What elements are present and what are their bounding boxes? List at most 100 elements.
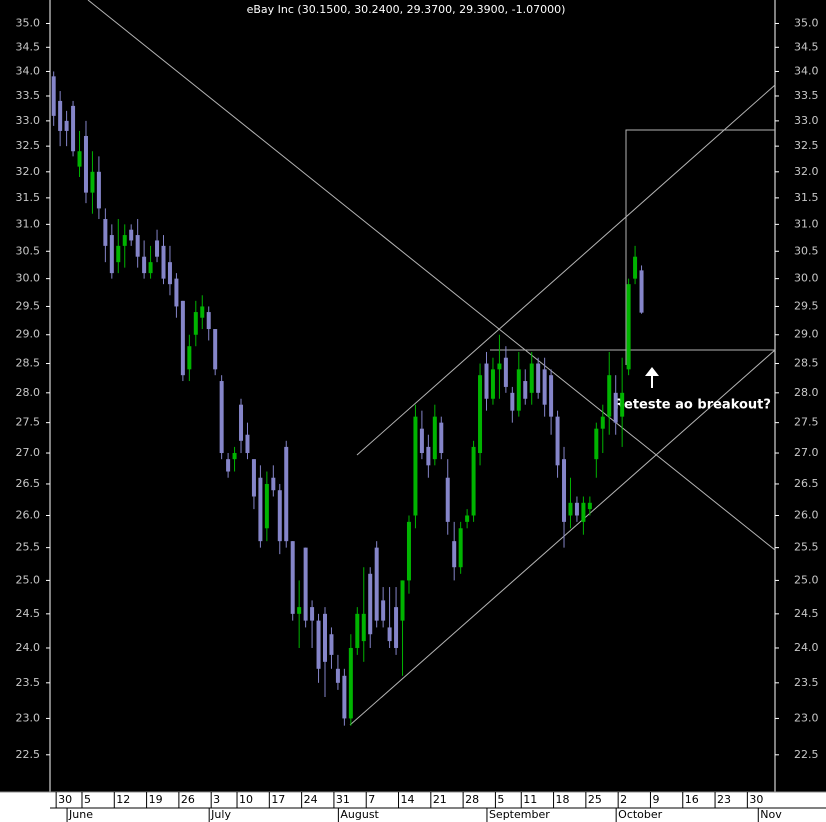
candle-body (187, 346, 192, 370)
x-tick-label: 7 (368, 793, 375, 806)
x-tick-label: 23 (717, 793, 731, 806)
candle-body (161, 245, 166, 279)
candle-body (271, 477, 276, 491)
month-label: August (340, 808, 379, 821)
y-tick-label: 24.0 (794, 641, 819, 654)
candle-body (413, 416, 418, 516)
candle-body (71, 105, 76, 152)
y-tick-label: 31.5 (794, 191, 819, 204)
y-tick-label: 34.0 (16, 64, 41, 77)
month-label: June (68, 808, 93, 821)
candle-body (135, 235, 140, 257)
candle-body (381, 600, 386, 621)
month-label: Nov (760, 808, 782, 821)
y-tick-label: 30.0 (16, 272, 41, 285)
candle-body (193, 312, 198, 335)
y-tick-label: 28.0 (794, 386, 819, 399)
candle-body (342, 675, 347, 719)
candle-body (581, 502, 586, 522)
y-tick-label: 34.5 (794, 40, 819, 53)
y-tick-label: 28.5 (794, 357, 819, 370)
candle-body (497, 363, 502, 370)
candle-body (594, 428, 599, 460)
y-tick-label: 32.0 (16, 165, 41, 178)
candle-body (303, 547, 308, 621)
candle-body (600, 416, 605, 429)
y-tick-label: 28.5 (16, 357, 41, 370)
x-tick-label: 26 (181, 793, 195, 806)
y-tick-label: 32.0 (794, 165, 819, 178)
x-axis-band (0, 792, 826, 822)
y-tick-label: 26.5 (16, 477, 41, 490)
candle-body (116, 245, 121, 263)
candle-body (239, 404, 244, 441)
candle-body (258, 477, 263, 542)
candle-body (348, 647, 353, 719)
y-tick-label: 30.5 (16, 244, 41, 257)
candle-body (374, 547, 379, 621)
y-tick-label: 27.0 (794, 446, 819, 459)
candle-body (174, 278, 179, 307)
x-tick-label: 30 (749, 793, 763, 806)
x-tick-label: 28 (465, 793, 479, 806)
y-tick-label: 27.5 (794, 416, 819, 429)
candle-body (148, 262, 153, 274)
month-label: September (489, 808, 550, 821)
x-tick-label: 12 (116, 793, 130, 806)
target-line (625, 129, 775, 365)
candle-body (536, 363, 541, 393)
y-tick-label: 31.0 (16, 217, 41, 230)
candle-body (406, 521, 411, 581)
candle-body (155, 240, 160, 257)
candle-body (568, 502, 573, 516)
candle-body (51, 76, 56, 116)
candle-body (213, 329, 218, 370)
candle-body (290, 541, 295, 614)
trend-lines (87, 0, 776, 726)
candle-body (232, 453, 237, 460)
chart-title: eBay Inc (30.1500, 30.2400, 29.3700, 29.… (247, 3, 566, 16)
y-tick-label: 32.5 (794, 139, 819, 152)
candle-body (458, 528, 463, 568)
candle-body (264, 483, 269, 529)
candle-body (529, 363, 534, 393)
y-tick-label: 28.0 (16, 386, 41, 399)
y-tick-label: 32.5 (16, 139, 41, 152)
candle-body (180, 300, 185, 376)
candle-body (368, 573, 373, 635)
y-tick-label: 25.5 (16, 541, 41, 554)
x-tick-label: 9 (652, 793, 659, 806)
candle-body (245, 434, 250, 454)
candle-body (361, 613, 366, 642)
candle-body (490, 369, 495, 399)
x-tick-label: 3 (213, 793, 220, 806)
x-tick-label: 25 (588, 793, 602, 806)
y-tick-label: 22.5 (794, 748, 819, 761)
candle-body (523, 381, 528, 399)
y-tick-label: 33.0 (16, 114, 41, 127)
y-tick-label: 30.0 (794, 272, 819, 285)
candle-body (297, 607, 302, 614)
candle-body (445, 477, 450, 522)
candle-body (478, 375, 483, 454)
candle-body (510, 392, 515, 411)
y-tick-label: 24.5 (794, 607, 819, 620)
y-tick-label: 33.5 (794, 89, 819, 102)
candle-body (206, 312, 211, 330)
annotation: Reteste ao breakout? (614, 398, 771, 413)
x-tick-label: 18 (556, 793, 570, 806)
candle-body (419, 428, 424, 454)
candle-body (394, 607, 399, 648)
candle-body (439, 422, 444, 454)
candle-body (613, 392, 618, 423)
x-tick-label: 5 (497, 793, 504, 806)
plot: 22.5 22.5 23.0 23.0 23.5 23.5 24.0 24.0 24.5 24.5… (16, 16, 819, 822)
y-tick-label: 34.0 (794, 64, 819, 77)
month-label: October (618, 808, 662, 821)
y-tick-label: 24.0 (16, 641, 41, 654)
candle-body (83, 135, 88, 193)
candle-body (200, 306, 205, 318)
y-tick-label: 26.0 (794, 508, 819, 521)
